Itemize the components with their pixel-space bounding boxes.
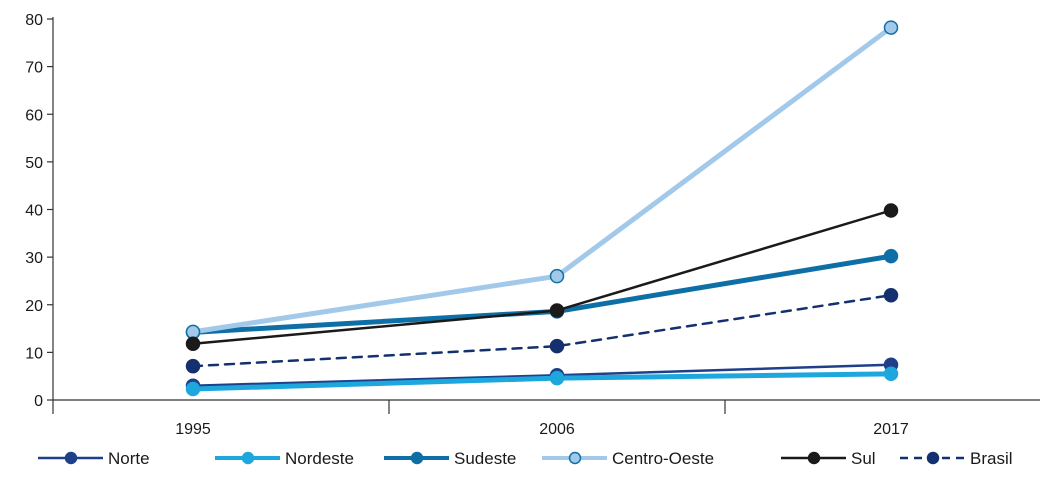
y-tick-label: 40 [25, 203, 43, 220]
legend-item-nordeste: Nordeste [215, 449, 354, 468]
legend-marker-centro-oeste [568, 451, 582, 465]
y-tick-label: 70 [25, 60, 43, 77]
legend-label-brasil: Brasil [970, 449, 1013, 468]
series-markers [185, 20, 899, 397]
y-tick-label: 60 [25, 107, 43, 124]
legend-label-norte: Norte [108, 449, 150, 468]
data-point-centro-oeste [549, 268, 565, 284]
legend-label-sudeste: Sudeste [454, 449, 516, 468]
data-point-nordeste [883, 366, 899, 382]
x-tick-label: 1995 [175, 421, 211, 438]
legend-item-brasil: Brasil [900, 449, 1013, 468]
legend-label-sul: Sul [851, 449, 876, 468]
y-tick-label: 50 [25, 155, 43, 172]
legend-marker-norte [64, 451, 78, 465]
legend-label-centro-oeste: Centro-Oeste [612, 449, 714, 468]
data-point-sul [185, 336, 201, 352]
legend: Norte Nordeste Sudeste Centro-Oeste Sul Brasi… [38, 449, 1013, 468]
data-point-brasil [549, 338, 565, 354]
series-line-brasil [191, 293, 893, 368]
legend-item-sul: Sul [781, 449, 876, 468]
axes: 0 10 20 30 40 50 60 70 80 1995 2006 2017 [25, 12, 1040, 438]
legend-item-sudeste: Sudeste [384, 449, 516, 468]
data-point-sul [549, 303, 565, 318]
data-point-nordeste [549, 370, 565, 386]
legend-marker-sudeste [410, 451, 424, 465]
series-line-nordeste [190, 371, 894, 392]
y-tick-label: 0 [34, 393, 43, 410]
y-tick-label: 20 [25, 298, 43, 315]
data-point-centro-oeste [883, 20, 899, 35]
legend-item-centro-oeste: Centro-Oeste [542, 449, 714, 468]
data-point-brasil [883, 287, 899, 303]
legend-item-norte: Norte [38, 449, 150, 468]
legend-label-nordeste: Nordeste [285, 449, 354, 468]
y-tick-label: 80 [25, 12, 43, 29]
data-point-sul [883, 203, 899, 218]
data-point-nordeste [185, 381, 201, 397]
series-lines [190, 25, 894, 392]
legend-marker-nordeste [241, 451, 255, 465]
y-tick-label: 10 [25, 345, 43, 362]
series-line-centro-oeste [190, 25, 894, 335]
legend-marker-sul [807, 451, 821, 465]
data-point-brasil [185, 358, 201, 374]
x-tick-label: 2006 [539, 421, 575, 438]
y-tick-label: 30 [25, 250, 43, 267]
series-line-sudeste [190, 253, 894, 335]
data-point-sudeste [883, 248, 899, 264]
data-point-centro-oeste [185, 324, 201, 340]
x-tick-label: 2017 [873, 421, 909, 438]
legend-marker-brasil [926, 451, 940, 465]
